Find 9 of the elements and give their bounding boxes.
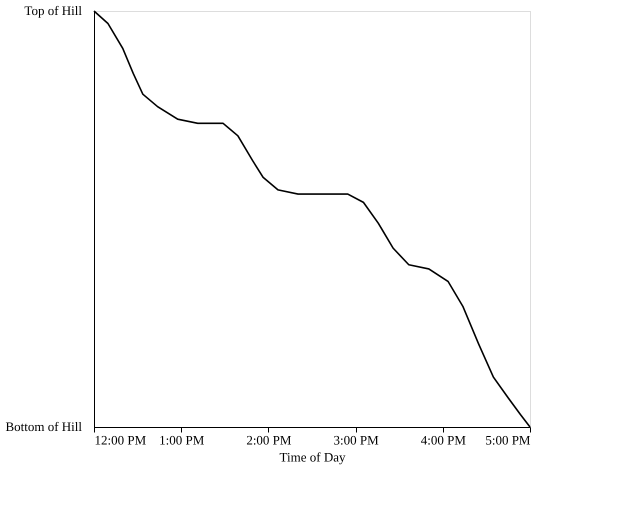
- x-tick-label: 5:00 PM: [485, 432, 531, 448]
- x-tick-label: 2:00 PM: [246, 432, 292, 448]
- x-axis-title: Time of Day: [280, 450, 346, 464]
- text: Bottom of Hill: [5, 419, 82, 434]
- x-tick-label: 3:00 PM: [334, 432, 380, 448]
- x-tick-label: 4:00 PM: [420, 432, 466, 448]
- x-tick-label: 12:00 PM: [94, 432, 147, 448]
- text: Top of Hill: [24, 3, 82, 18]
- x-tick-label: 1:00 PM: [159, 432, 205, 448]
